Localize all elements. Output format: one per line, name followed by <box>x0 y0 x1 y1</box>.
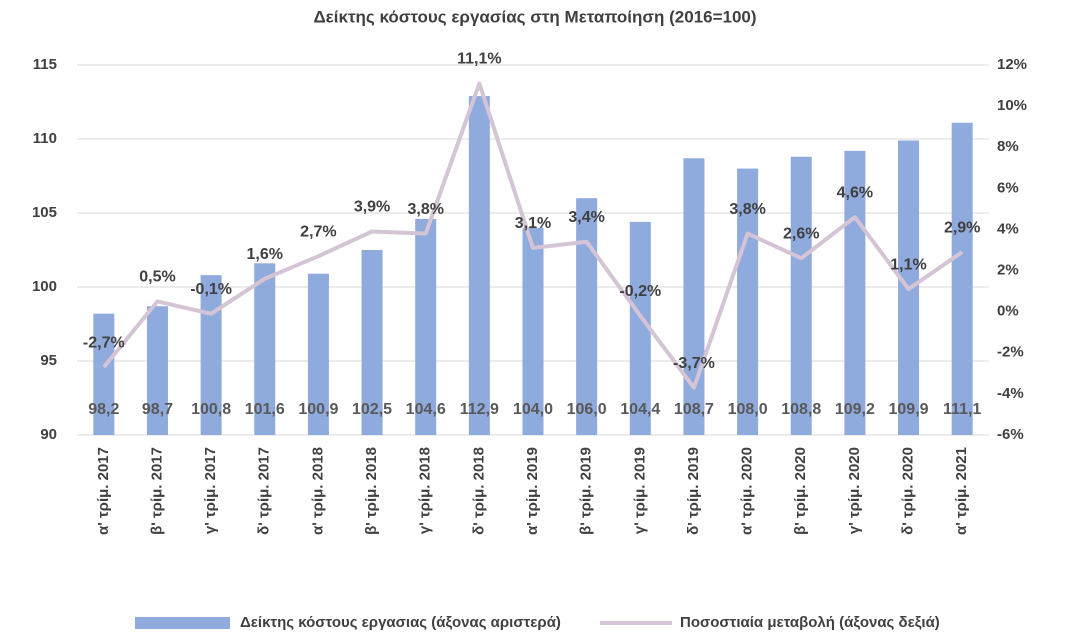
bar-value-label: 109,9 <box>889 401 929 418</box>
x-tick-label: α' τρίμ. 2019 <box>524 447 541 535</box>
line-value-label: 3,9% <box>354 199 390 216</box>
bar <box>415 218 437 435</box>
bar <box>629 221 651 435</box>
bar-value-label: 108,7 <box>674 401 714 418</box>
bar <box>683 158 705 436</box>
bar <box>254 263 276 435</box>
bar <box>361 250 383 435</box>
bar-value-label: 98,7 <box>142 401 173 418</box>
bar-value-label: 108,0 <box>728 401 768 418</box>
bar <box>576 198 598 435</box>
y2-tick-label: 10% <box>997 97 1027 114</box>
legend-label: Ποσοστιαία μεταβολή (άξονας δεξιά) <box>680 614 940 631</box>
x-tick-label: γ' τρίμ. 2018 <box>417 447 434 534</box>
x-tick-label: δ' τρίμ. 2018 <box>470 447 487 535</box>
legend-swatch <box>135 617 230 629</box>
y2-tick-label: -4% <box>997 385 1024 402</box>
chart-title: Δείκτης κόστους εργασίας στη Μεταποίηση … <box>313 7 756 26</box>
line-value-label: -2,7% <box>83 334 125 351</box>
x-tick-label: β' τρίμ. 2019 <box>578 447 595 535</box>
bar-value-label: 111,1 <box>943 401 981 418</box>
x-tick-label: β' τρίμ. 2020 <box>792 447 809 535</box>
line-value-label: 3,8% <box>729 201 765 218</box>
x-tick-label: γ' τρίμ. 2019 <box>631 447 648 534</box>
line-value-label: -0,1% <box>190 281 232 298</box>
bar-value-label: 100,9 <box>298 401 338 418</box>
line <box>102 81 964 390</box>
y-tick-label: 100 <box>32 278 57 295</box>
line-value-label: 1,1% <box>890 256 926 273</box>
bar-value-label: 98,2 <box>88 401 119 418</box>
line-value-label: 2,7% <box>300 223 336 240</box>
x-tick-label: γ' τρίμ. 2020 <box>846 447 863 534</box>
bar-value-label: 102,5 <box>352 401 392 418</box>
y-tick-label: 105 <box>32 204 57 221</box>
x-tick-label: γ' τρίμ. 2017 <box>202 447 219 534</box>
y-tick-label: 95 <box>40 352 57 369</box>
bar-value-label: 104,0 <box>513 401 553 418</box>
bar-value-label: 106,0 <box>567 401 607 418</box>
bar <box>522 227 544 435</box>
y-tick-label: 90 <box>40 426 57 443</box>
line-value-label: 3,1% <box>515 215 551 232</box>
y2-tick-label: -2% <box>997 344 1024 361</box>
bar-value-label: 109,2 <box>835 401 875 418</box>
legend-label: Δείκτης κόστους εργασιας (άξονας αριστερ… <box>240 614 561 631</box>
y2-tick-label: 12% <box>997 56 1027 73</box>
bar <box>93 313 115 435</box>
line-value-label: 11,1% <box>457 51 501 68</box>
bar-value-label: 108,8 <box>781 401 821 418</box>
x-tick-label: δ' τρίμ. 2020 <box>899 447 916 535</box>
line-value-label: 4,6% <box>837 184 873 201</box>
line-value-label: 3,8% <box>407 201 443 218</box>
y2-tick-label: -6% <box>997 426 1024 443</box>
line-value-label: 2,9% <box>944 219 980 236</box>
bar <box>790 156 812 435</box>
x-tick-label: β' τρίμ. 2017 <box>148 447 165 535</box>
bar-value-label: 100,8 <box>191 401 231 418</box>
y2-tick-label: 8% <box>997 138 1019 155</box>
line-value-label: 3,4% <box>568 209 604 226</box>
line-value-label: 0,5% <box>139 269 175 286</box>
bar <box>951 122 973 435</box>
line-value-label: 1,6% <box>247 246 283 263</box>
bar-value-label: 101,6 <box>245 401 285 418</box>
y2-tick-label: 6% <box>997 179 1019 196</box>
x-tick-label: δ' τρίμ. 2019 <box>685 447 702 535</box>
bar-value-label: 112,9 <box>460 401 499 418</box>
y2-tick-label: 2% <box>997 262 1019 279</box>
bar-value-label: 104,4 <box>620 401 660 418</box>
line-value-label: -3,7% <box>673 355 715 372</box>
x-tick-label: δ' τρίμ. 2017 <box>256 447 273 535</box>
x-tick-label: α' τρίμ. 2017 <box>95 447 112 535</box>
bar <box>307 273 329 435</box>
bar-value-label: 104,6 <box>406 401 446 418</box>
y-tick-label: 110 <box>33 130 57 147</box>
y2-tick-label: 0% <box>997 303 1019 320</box>
x-tick-label: α' τρίμ. 2020 <box>739 447 756 535</box>
y2-tick-label: 4% <box>997 220 1019 237</box>
bar <box>468 96 490 435</box>
bar <box>146 306 168 435</box>
x-tick-label: α' τρίμ. 2021 <box>953 447 970 535</box>
line-value-label: -0,2% <box>619 283 661 300</box>
x-tick-label: β' τρίμ. 2018 <box>363 447 380 535</box>
bar <box>200 275 222 435</box>
x-tick-label: α' τρίμ. 2018 <box>309 447 326 535</box>
line-value-label: 2,6% <box>783 225 819 242</box>
y-tick-label: 115 <box>33 56 57 73</box>
